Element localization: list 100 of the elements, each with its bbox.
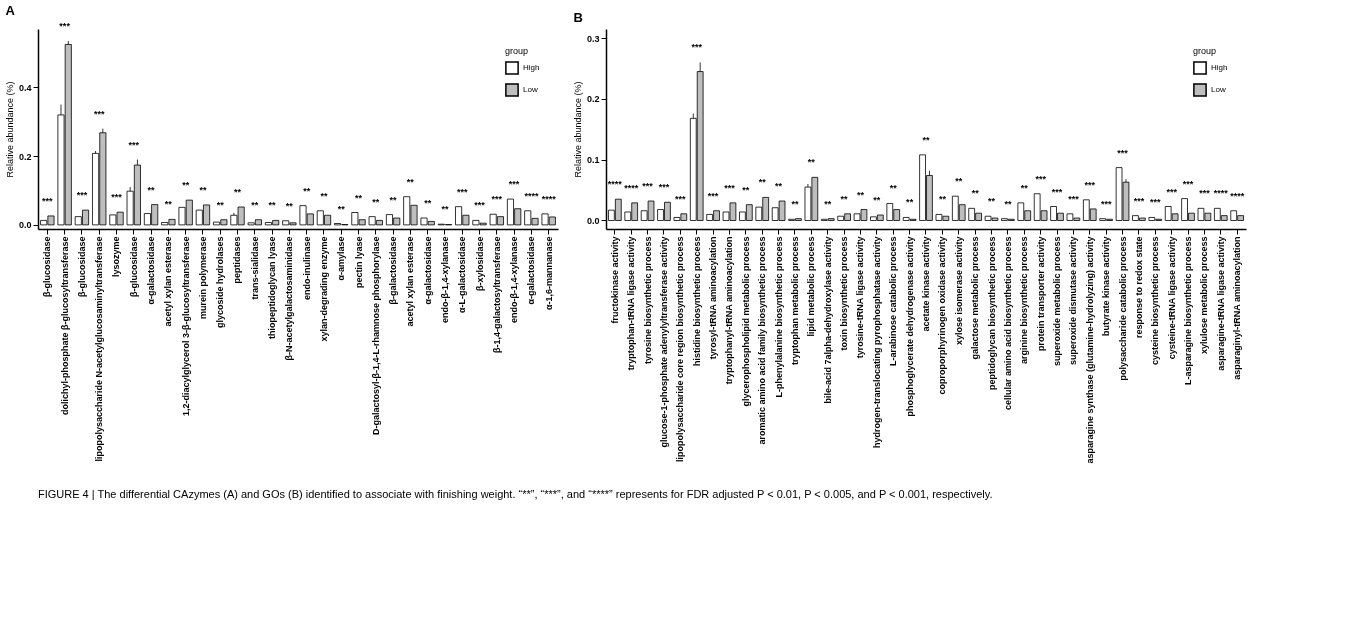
annotation: ***	[658, 182, 670, 193]
x-tick-label: α-1,6-mannanase	[543, 236, 554, 311]
x-tick-label: aromatic amino acid family biosynthetic process	[757, 236, 768, 445]
annotation: **	[406, 176, 415, 187]
x-tick-label: glycerophospholipid metabolic process	[740, 236, 751, 407]
annotation: **	[742, 184, 750, 195]
x-tick-label: superoxide metabolic process	[1052, 236, 1063, 367]
x-tick-label: β-xylosidase	[474, 236, 485, 292]
annotation: **	[758, 177, 767, 188]
annotation: ***	[1166, 186, 1178, 197]
annotation: ***	[1068, 193, 1080, 204]
x-tick-label: tryptophanyl-tRNA aminoacylation	[724, 236, 735, 385]
x-tick-label: β-glucosidase	[128, 236, 139, 298]
annotation: **	[355, 192, 363, 203]
annotation: **	[424, 198, 432, 208]
x-tick-label: L-asparagine biosynthetic process	[1183, 236, 1194, 386]
x-tick-label: xylan-degrading enzyme	[318, 236, 329, 342]
annotation: **	[1020, 182, 1029, 193]
x-tick-label: fructokinase activity	[609, 236, 620, 324]
x-tick-label: L-phenylalanine biosynthetic process	[773, 236, 784, 398]
x-tick-label: butyrate kinase activity	[1101, 236, 1112, 337]
x-tick-label: endo-β-1,4-xylanase	[509, 236, 520, 324]
annotation: **	[775, 181, 783, 192]
annotation: **	[988, 196, 996, 207]
annotation: **	[889, 183, 898, 194]
annotation: **	[807, 157, 816, 168]
x-tick-label: β-1,4-galactosyltransferase	[491, 236, 502, 354]
x-tick-label: cysteine biosynthetic process	[1150, 236, 1161, 366]
x-tick-label: tyrosine biosynthetic process	[642, 236, 653, 365]
y-tick-label: 0.2	[18, 151, 32, 162]
x-tick-label: β-glucosidase	[76, 236, 87, 298]
y-tick-label: 0.3	[586, 33, 600, 44]
annotation: **	[320, 190, 328, 201]
x-tick-label: β-glucosidase	[42, 236, 53, 298]
x-tick-label: β-N-acetylgalactosaminidase	[284, 236, 295, 361]
x-tick-label: trans-sialidase	[249, 236, 260, 300]
annotation: ***	[724, 182, 736, 193]
annotation: ***	[1199, 188, 1211, 199]
x-tick-label: murein polymerase	[197, 236, 208, 320]
x-tick-label: polysaccharide catabolic process	[1117, 236, 1128, 381]
annotation: **	[824, 198, 832, 209]
x-tick-label: histidine biosynthetic process	[691, 236, 702, 367]
annotation: ***	[59, 21, 71, 32]
annotation: ***	[111, 192, 123, 203]
annotation: **	[840, 193, 849, 204]
x-tick-label: response to redox state	[1133, 236, 1144, 339]
x-tick-label: glucose-1-phosphate adenylyltransferase activity	[658, 236, 669, 448]
legend-label: High	[1211, 63, 1228, 72]
annotation: ***	[42, 195, 54, 206]
annotation: **	[1004, 198, 1012, 209]
x-tick-label: tryptophan metabolic process	[789, 236, 800, 366]
caption: FIGURE 4 | The differential CAzymes (A) and GOs (B) identified to associate with finishing weight. “**”, “***”, and “****” represents for FDR adjusted P < 0.01, P < 0.005, and P < 0.001, respectively.	[38, 488, 993, 500]
x-tick-label: pectin lyase	[353, 236, 364, 289]
x-tick-label: lipopolysaccharide N-acetylglucosaminyltransferase	[94, 236, 105, 462]
annotation: ***	[1084, 179, 1096, 190]
annotation: **	[285, 200, 294, 211]
x-tick-label: toxin biosynthetic process	[839, 236, 850, 351]
x-tick-label: bile-acid 7alpha-dehydroxylase activity	[822, 236, 833, 404]
annotation: ***	[474, 200, 486, 211]
y-tick-label: 0.2	[586, 94, 600, 105]
x-tick-label: acetate kinase activity	[921, 236, 931, 332]
annotation: **	[147, 184, 156, 195]
annotation: **	[906, 197, 914, 208]
x-tick-label: α-galactosidase	[146, 236, 157, 305]
annotation: **	[856, 189, 865, 200]
legend-title: group	[1193, 46, 1217, 56]
annotation: ***	[76, 190, 88, 201]
x-tick-label: cellular amino acid biosynthetic process	[1002, 236, 1013, 411]
annotation: **	[938, 194, 947, 205]
annotation: **	[182, 180, 190, 191]
annotation: ***	[508, 179, 520, 190]
annotation: ***	[1182, 178, 1194, 189]
x-tick-label: xylose isomerase activity	[953, 236, 964, 346]
annotation: **	[164, 199, 173, 210]
x-tick-label: phosphoglycerate dehydrogenase activity	[904, 236, 915, 417]
chart-title: B	[573, 10, 583, 25]
x-tick-label: β-galactosidase	[388, 236, 399, 305]
annotation: **	[303, 185, 311, 196]
y-tick-label: 0.4	[18, 82, 32, 93]
x-tick-label: galactose metabolic process	[970, 236, 981, 360]
x-tick-label: D-galactosyl-β-1,4-L-rhamnose phosphorylase	[370, 236, 381, 436]
x-tick-label: cysteine-tRNA ligase activity	[1166, 236, 1177, 360]
annotation: **	[199, 184, 207, 195]
annotation: ***	[1100, 198, 1112, 209]
annotation: ****	[524, 190, 539, 201]
x-tick-label: arginine biosynthetic process	[1019, 236, 1030, 365]
legend-label: Low	[523, 85, 538, 94]
x-tick-label: acetyl xylan esterase	[163, 236, 174, 327]
annotation: **	[233, 187, 242, 198]
legend-label: High	[523, 63, 540, 72]
annotation: ***	[642, 181, 654, 192]
annotation: **	[389, 194, 398, 205]
legend-label: Low	[1211, 85, 1226, 94]
y-axis-title: Relative abundance (%)	[572, 81, 583, 178]
annotation: **	[791, 198, 799, 209]
annotation: **	[955, 176, 963, 187]
y-tick-label: 0.0	[586, 215, 600, 226]
annotation: ****	[1213, 188, 1229, 199]
x-tick-label: α-galactosidase	[422, 236, 433, 305]
x-tick-label: hydrogen-translocating pyrophosphatase activity	[871, 236, 882, 449]
